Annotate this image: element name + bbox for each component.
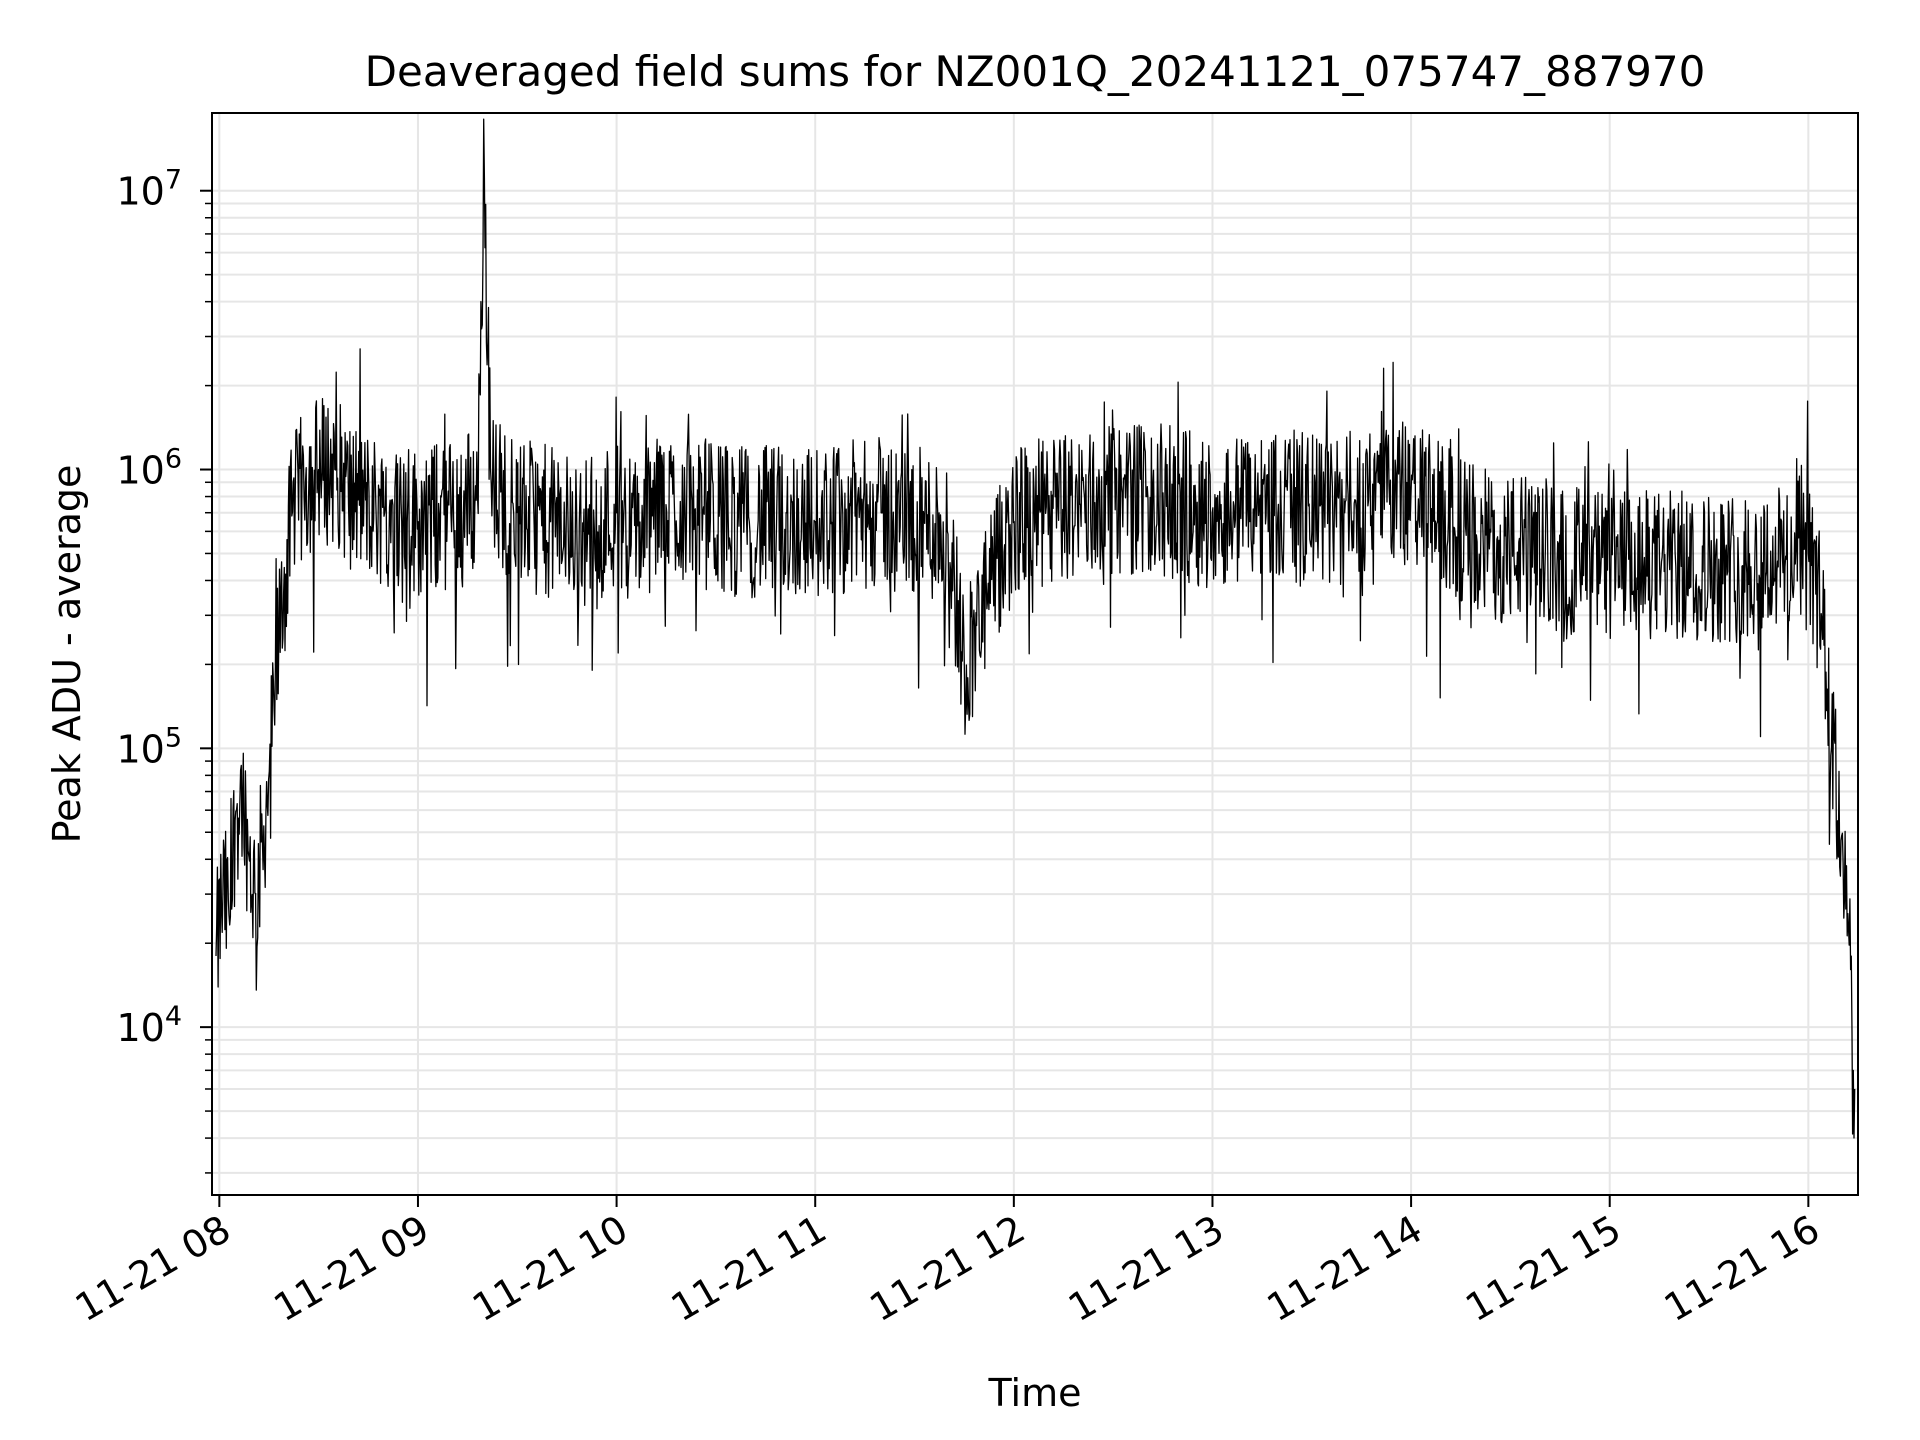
y-tick-label: 105 <box>116 722 182 771</box>
x-axis-label: Time <box>988 1371 1082 1415</box>
chart-title: Deaveraged field sums for NZ001Q_2024112… <box>365 47 1706 96</box>
y-tick-label: 106 <box>116 444 182 493</box>
y-tick-label: 104 <box>116 1001 182 1050</box>
y-axis: 104 105 106 107 <box>116 165 212 1174</box>
plot-frame <box>211 112 1859 1196</box>
grid-minor <box>212 202 1858 1174</box>
grid-major <box>212 113 1858 1195</box>
y-axis-label: Peak ADU - average <box>45 465 89 844</box>
y-tick-label: 107 <box>116 165 182 214</box>
series-line <box>215 118 1856 1139</box>
